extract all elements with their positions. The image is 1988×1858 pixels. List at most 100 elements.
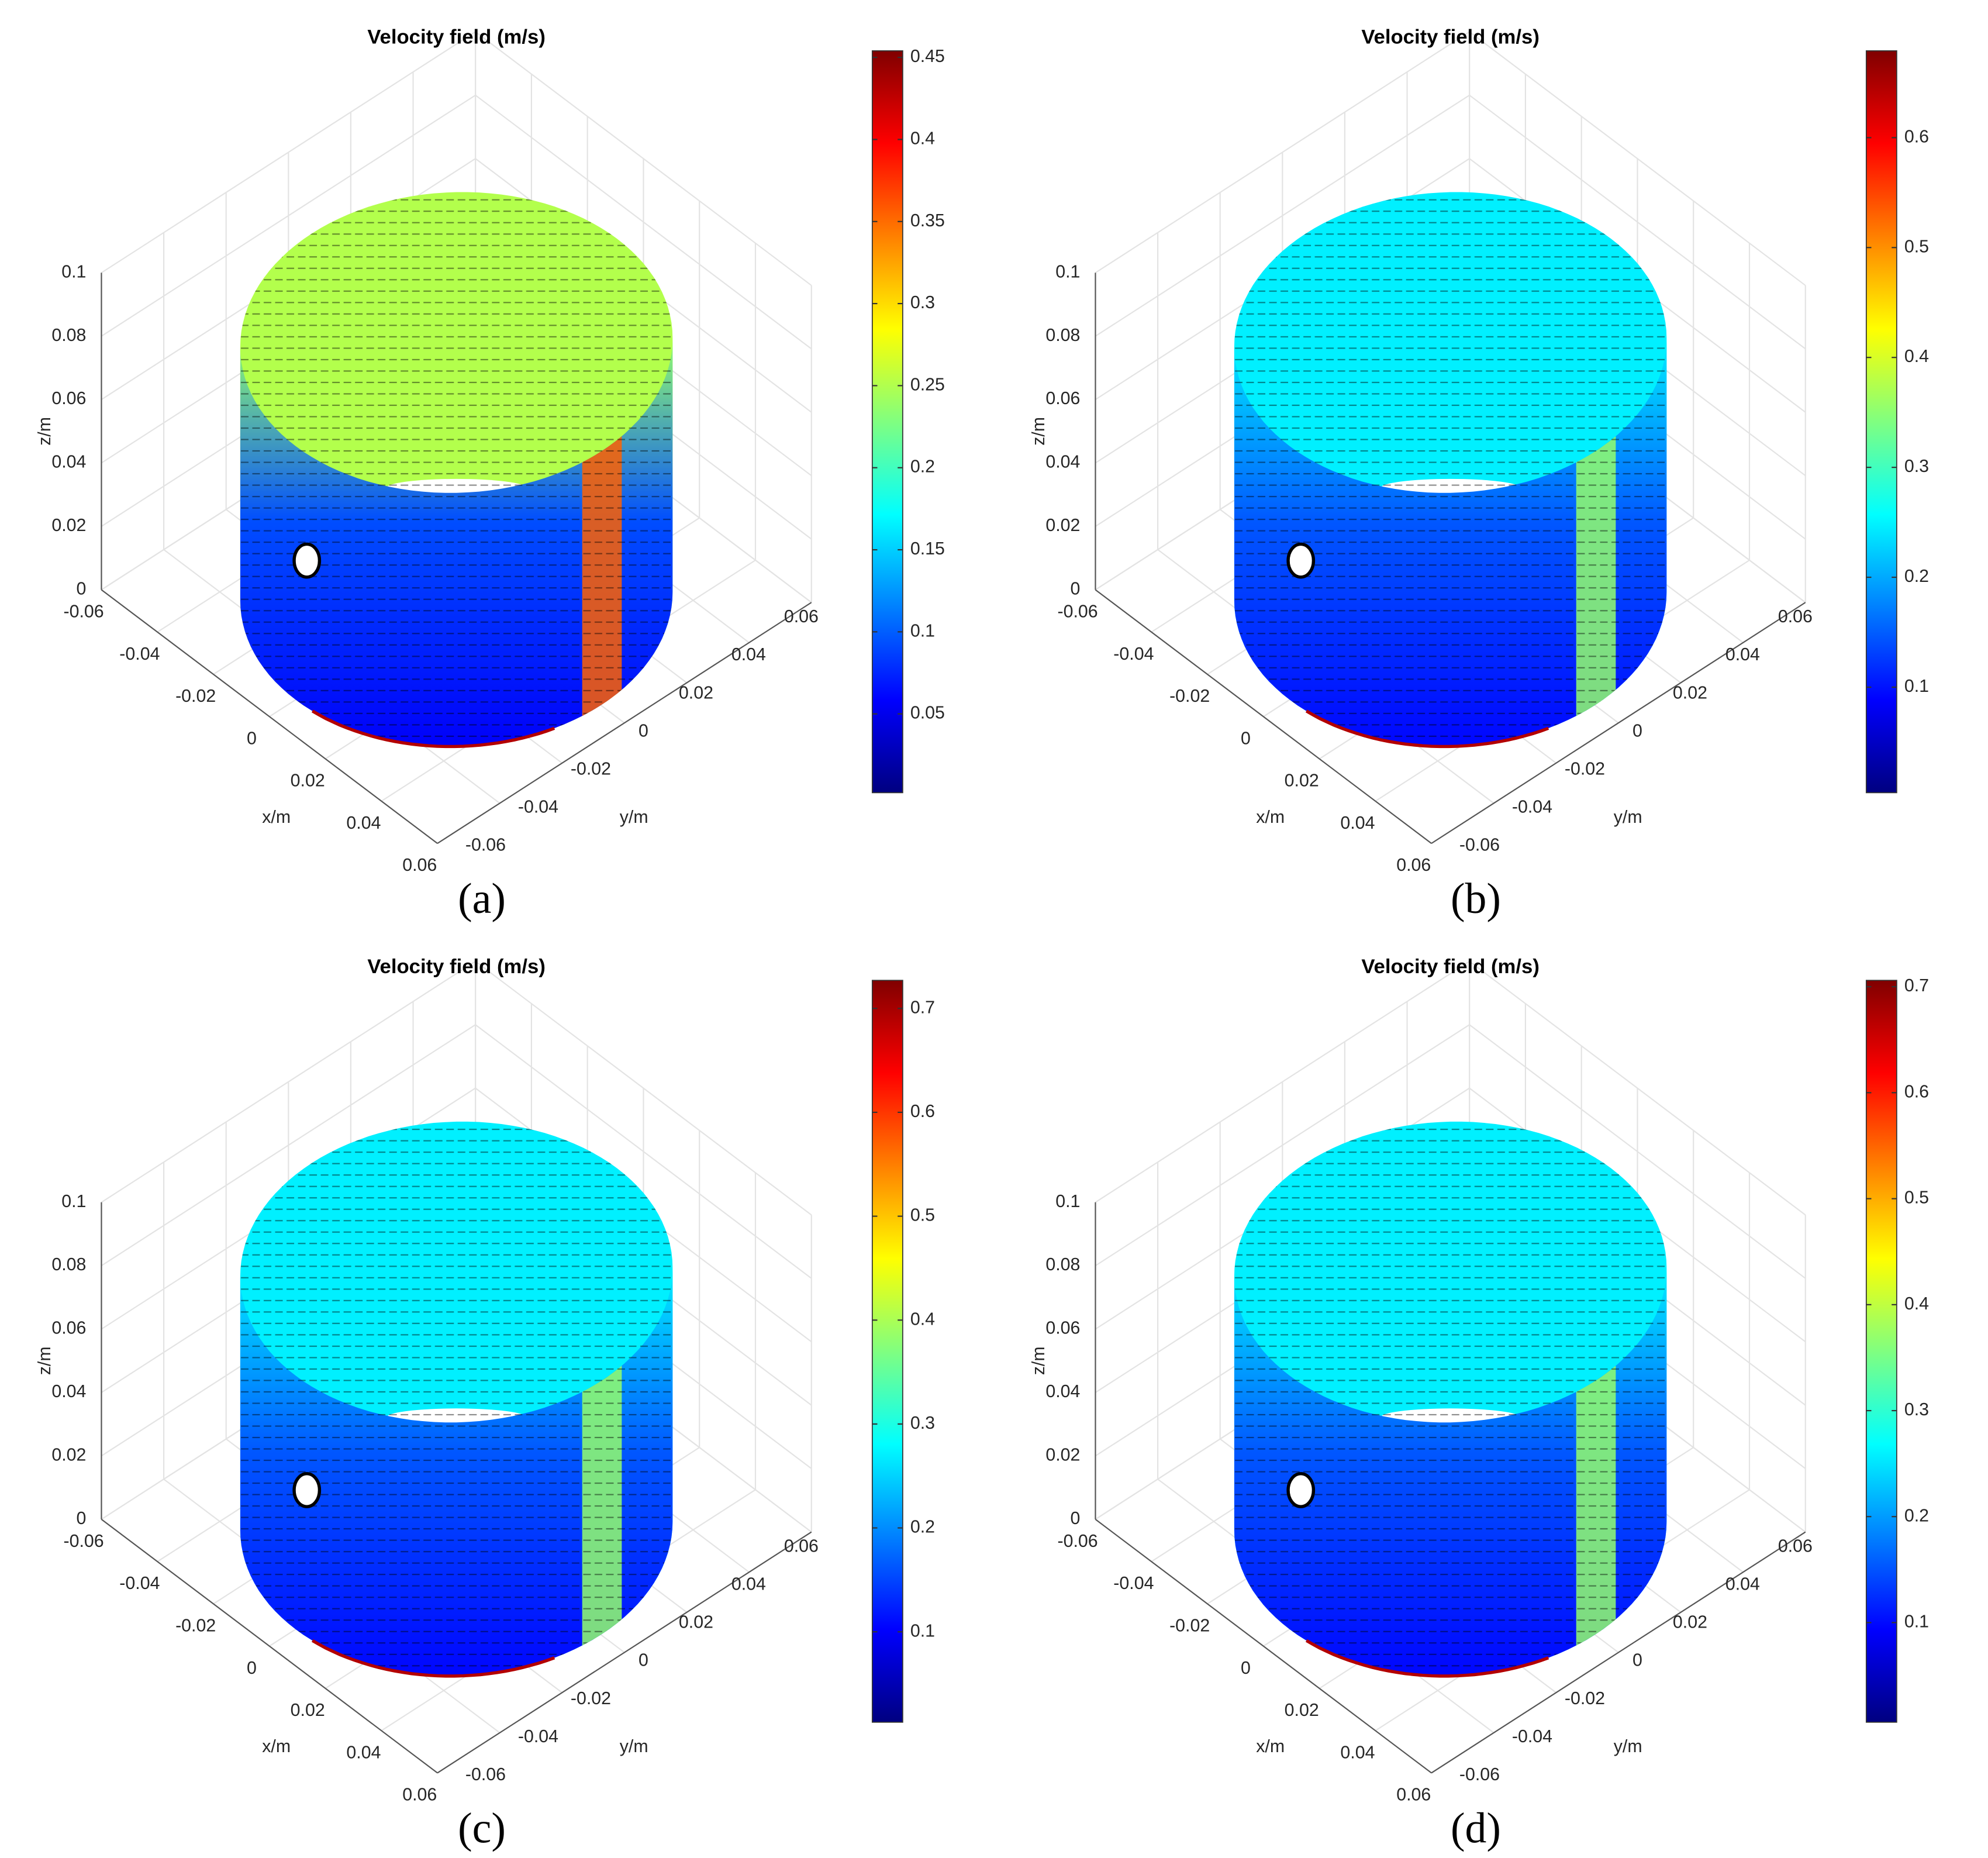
z-axis-label: z/m: [1029, 1346, 1048, 1375]
outlet-hole: [292, 1472, 322, 1508]
outlet-hole: [1286, 542, 1316, 579]
x-axis-label: x/m: [262, 808, 291, 827]
y-tick-label: 0.06: [784, 607, 819, 626]
grid-line: [1095, 1087, 1806, 1343]
x-tick-label: -0.02: [175, 687, 216, 706]
panel-label: (d): [1451, 1804, 1501, 1852]
colorbar-tick-label: 0.5: [910, 1206, 935, 1225]
x-tick-label: -0.02: [175, 1616, 216, 1635]
y-tick-label: -0.02: [1565, 1689, 1605, 1708]
colorbar-tick-label: 0.4: [1904, 347, 1929, 366]
x-tick-label: 0.06: [1396, 856, 1431, 875]
y-tick-label: 0: [638, 1651, 648, 1670]
axis-line: [437, 602, 812, 844]
grid-line: [101, 94, 812, 350]
z-axis-label: z/m: [1029, 417, 1048, 446]
axis-line: [1431, 1531, 1806, 1774]
z-tick-label: 0: [1071, 579, 1081, 598]
z-tick-label: 0.06: [1045, 1319, 1080, 1338]
grid-line: [101, 1087, 812, 1343]
x-tick-label: 0.04: [346, 813, 381, 833]
colorbar-tick-label: 0.15: [910, 539, 945, 559]
z-tick-label: 0: [1071, 1509, 1081, 1528]
axis-line: [101, 1519, 438, 1774]
chart-title: Velocity field (m/s): [1361, 956, 1540, 978]
x-tick-label: -0.06: [64, 602, 104, 622]
y-tick-label: 0.02: [1673, 683, 1707, 702]
z-tick-label: 0.1: [61, 262, 86, 281]
y-tick-label: -0.04: [518, 797, 558, 816]
colorbar: [871, 980, 903, 1723]
colorbar-tick-label: 0.4: [1904, 1294, 1929, 1314]
z-axis-label: z/m: [35, 1346, 54, 1375]
x-tick-label: 0: [247, 729, 257, 748]
y-axis-label: y/m: [1614, 1737, 1642, 1756]
y-tick-label: -0.04: [1512, 797, 1552, 816]
panel: 0 0.02 0.04 0.06 0.08 0.1 -0.06 -0.04 -0.02 0 0.02…: [1029, 26, 1929, 922]
x-tick-label: 0.04: [346, 1743, 381, 1762]
panel: 0 0.02 0.04 0.06 0.08 0.1 -0.06 -0.04 -0.02 0 0.02…: [35, 26, 945, 922]
velocity-arrows: [1234, 1121, 1667, 1676]
colorbar: [871, 50, 903, 794]
y-tick-label: -0.04: [518, 1727, 558, 1746]
y-tick-label: -0.06: [1459, 835, 1500, 854]
x-tick-label: 0.02: [1285, 1701, 1319, 1720]
grid-line: [1095, 31, 1806, 286]
x-tick-label: 0.06: [402, 1785, 437, 1805]
axis-line: [1095, 589, 1432, 844]
z-tick-label: 0.04: [51, 453, 86, 472]
z-tick-label: 0.02: [1045, 1445, 1080, 1464]
z-tick-label: 0.04: [1045, 1382, 1080, 1401]
x-tick-label: -0.06: [1058, 602, 1098, 622]
bottom-edge: [1305, 709, 1549, 749]
chart-title: Velocity field (m/s): [367, 956, 546, 978]
panel-label: (a): [458, 874, 506, 922]
axis-line: [437, 1531, 812, 1774]
bottom-edge: [311, 1639, 555, 1678]
y-tick-label: 0.02: [679, 683, 713, 702]
colorbar-tick-label: 0.7: [910, 998, 935, 1017]
x-tick-label: 0: [1241, 729, 1251, 748]
z-tick-label: 0.1: [61, 1192, 86, 1211]
z-tick-label: 0.08: [51, 326, 86, 345]
colorbar-tick-label: 0.6: [1904, 1082, 1929, 1101]
panel-label: (c): [458, 1804, 506, 1852]
y-tick-label: 0: [1632, 1651, 1642, 1670]
z-tick-label: 0: [77, 579, 87, 598]
y-tick-label: 0.06: [1778, 1537, 1813, 1556]
y-tick-label: 0.04: [731, 645, 766, 664]
colorbar-tick-label: 0.5: [1904, 237, 1929, 256]
colorbar-tick-label: 0.7: [1904, 976, 1929, 995]
y-tick-label: -0.02: [1565, 759, 1605, 778]
y-tick-label: 0.06: [784, 1537, 819, 1556]
colorbar-tick-label: 0.1: [1904, 677, 1929, 696]
x-tick-label: 0: [247, 1659, 257, 1678]
colorbar-tick-label: 0.5: [1904, 1188, 1929, 1208]
bottom-edge: [1305, 1639, 1549, 1678]
z-tick-label: 0.1: [1055, 262, 1080, 281]
y-tick-label: -0.02: [571, 1689, 611, 1708]
colorbar-tick-label: 0.35: [910, 211, 945, 230]
x-tick-label: -0.02: [1169, 1616, 1210, 1635]
y-tick-label: 0.04: [1725, 1575, 1760, 1594]
colorbar: [1865, 980, 1897, 1723]
chart-title: Velocity field (m/s): [1361, 26, 1540, 48]
x-tick-label: -0.04: [1113, 1574, 1154, 1593]
colorbar: [1865, 50, 1897, 794]
bottom-edge: [311, 709, 555, 749]
y-tick-label: 0: [1632, 721, 1642, 740]
z-tick-label: 0.04: [1045, 453, 1080, 472]
z-tick-label: 0.06: [51, 1319, 86, 1338]
velocity-arrows: [240, 1121, 673, 1676]
y-tick-label: -0.06: [1459, 1765, 1500, 1784]
colorbar-tick-label: 0.6: [1904, 127, 1929, 146]
y-tick-label: 0.02: [1673, 1613, 1707, 1632]
grid-line: [101, 157, 812, 413]
colorbar-tick-label: 0.4: [910, 1309, 935, 1329]
panel-label: (b): [1451, 874, 1501, 922]
grid-line: [101, 31, 812, 286]
grid-line: [1095, 960, 1806, 1216]
colorbar-tick-label: 0.4: [910, 129, 935, 148]
colorbar-tick-label: 0.6: [910, 1102, 935, 1121]
